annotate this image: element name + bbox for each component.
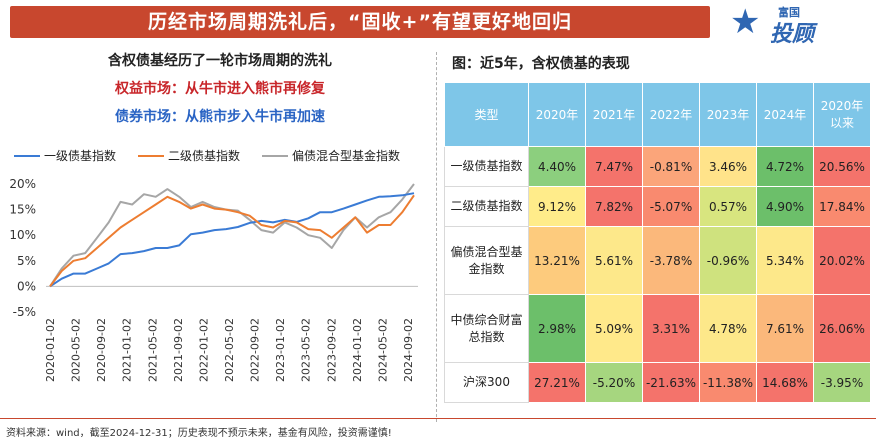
line-chart: -5%0%5%10%15%20% 2020-01-02 2020-05-02 202… — [9, 177, 418, 382]
table-cell: -11.38% — [699, 362, 757, 403]
table-cell: 2.98% — [528, 294, 586, 363]
row-label: 沪深300 — [444, 362, 529, 403]
left-panel-title: 含权债基经历了一轮市场周期的洗礼 — [108, 53, 332, 69]
row-label: 中债综合财富总指数 — [444, 294, 529, 363]
series-line-3 — [49, 183, 415, 287]
table-cell: -3.78% — [642, 226, 700, 295]
brand-name-big: 投顾 — [770, 22, 815, 47]
y-tick-label: 15% — [9, 203, 36, 217]
table-cell: 7.61% — [756, 294, 814, 363]
x-axis: 2020-01-02 2020-05-02 2020-09-02 2021-01-02… — [44, 285, 418, 382]
y-tick-label: 10% — [9, 228, 36, 242]
source-note: 资料来源：wind，截至2024-12-31；历史表现不预示未来，基金有风险，投… — [6, 428, 392, 439]
table-cell: 5.61% — [585, 226, 643, 295]
legend-swatch-series-1 — [14, 155, 40, 157]
column-header: 2022年 — [642, 82, 700, 147]
table-cell: 7.82% — [585, 186, 643, 227]
column-header: 2020年以来 — [813, 82, 871, 147]
table-cell: 14.68% — [756, 362, 814, 403]
legend-label-series-3: 偏债混合型基金指数 — [292, 149, 401, 163]
x-tick-label: 2023-01-02 — [274, 318, 287, 382]
footer-rule — [0, 418, 876, 419]
table-cell: 27.21% — [528, 362, 586, 403]
column-header: 2024年 — [756, 82, 814, 147]
x-tick-label: 2024-01-02 — [351, 318, 364, 382]
bond-market-note: 债券市场：从熊市步入牛市再加速 — [115, 109, 325, 125]
x-tick-label: 2020-09-02 — [95, 318, 108, 382]
plot-lines — [49, 183, 415, 288]
row-label: 二级债基指数 — [444, 186, 529, 227]
y-axis: -5% 0% 5% 10% 15% 20% — [9, 177, 36, 319]
x-tick-label: 2024-05-02 — [376, 318, 389, 382]
x-tick-label: 2024-09-02 — [402, 318, 415, 382]
page-title: 历经市场周期洗礼后，“固收+”有望更好地回归 — [148, 11, 572, 33]
table-cell: 20.56% — [813, 146, 871, 187]
x-tick-label: 2021-01-02 — [121, 318, 134, 382]
row-label: 一级债基指数 — [444, 146, 529, 187]
table-cell: 17.84% — [813, 186, 871, 227]
table-cell: -0.96% — [699, 226, 757, 295]
series-line-2 — [49, 194, 415, 288]
table-cell: 4.78% — [699, 294, 757, 363]
series-line-1 — [49, 192, 415, 288]
legend-swatch-series-2 — [138, 155, 164, 157]
table-row: 一级债基指数 4.40% 7.47% -0.81% 3.46% 4.72% 20.56% — [444, 146, 871, 187]
row-label: 偏债混合型基金指数 — [444, 226, 529, 295]
legend-label-series-2: 二级债基指数 — [168, 149, 241, 163]
x-tick-label: 2022-09-02 — [249, 318, 262, 382]
table-row: 偏债混合型基金指数 13.21% 5.61% -3.78% -0.96% 5.34% 20.… — [444, 226, 871, 295]
table-cell: 4.90% — [756, 186, 814, 227]
y-tick-label: 20% — [9, 177, 36, 191]
panel-divider — [436, 52, 437, 422]
column-header: 类型 — [444, 82, 529, 147]
table-cell: -3.95% — [813, 362, 871, 403]
table-row: 沪深300 27.21% -5.20% -21.63% -11.38% 14.68% -3.… — [444, 362, 871, 403]
y-tick-label: -5% — [13, 305, 36, 319]
brand-name-small: 富国 — [778, 6, 800, 19]
x-tick-label: 2020-01-02 — [44, 318, 57, 382]
equity-market-note: 权益市场：从牛市进入熊市再修复 — [115, 81, 325, 97]
table-cell: 3.46% — [699, 146, 757, 187]
y-tick-label: 0% — [17, 279, 36, 293]
table-cell: -21.63% — [642, 362, 700, 403]
column-header: 2021年 — [585, 82, 643, 147]
legend-label-series-1: 一级债基指数 — [44, 149, 117, 163]
legend-swatch-series-3 — [262, 155, 288, 157]
table-cell: -0.81% — [642, 146, 700, 187]
table-cell: 7.47% — [585, 146, 643, 187]
table-cell: 20.02% — [813, 226, 871, 295]
x-tick-label: 2023-09-02 — [325, 318, 338, 382]
table-row: 二级债基指数 9.12% 7.82% -5.07% 0.57% 4.90% 17.84% — [444, 186, 871, 227]
x-tick-label: 2022-05-02 — [223, 318, 236, 382]
right-panel-title: 图：近5年，含权债基的表现 — [452, 56, 630, 72]
table-cell: 4.72% — [756, 146, 814, 187]
table-row: 中债综合财富总指数 2.98% 5.09% 3.31% 4.78% 7.61% 26.06% — [444, 294, 871, 363]
table-cell: -5.07% — [642, 186, 700, 227]
table-header-row: 类型 2020年 2021年 2022年 2023年 2024年 2020年以来 — [444, 82, 871, 147]
table-cell: -5.20% — [585, 362, 643, 403]
table-cell: 5.09% — [585, 294, 643, 363]
table-cell: 0.57% — [699, 186, 757, 227]
header-banner: 历经市场周期洗礼后，“固收+”有望更好地回归 — [10, 6, 710, 38]
x-tick-label: 2022-01-02 — [197, 318, 210, 382]
star-icon: ★ — [730, 2, 761, 42]
column-header: 2020年 — [528, 82, 586, 147]
x-tick-label: 2021-05-02 — [146, 318, 159, 382]
table-cell: 3.31% — [642, 294, 700, 363]
brand-logo: ★ 富国 投顾 — [730, 2, 870, 47]
x-tick-label: 2020-05-02 — [70, 318, 83, 382]
table-cell: 26.06% — [813, 294, 871, 363]
column-header: 2023年 — [699, 82, 757, 147]
table-body: 一级债基指数 4.40% 7.47% -0.81% 3.46% 4.72% 20.56% 二级… — [444, 146, 871, 403]
x-tick-label: 2021-09-02 — [172, 318, 185, 382]
table-cell: 4.40% — [528, 146, 586, 187]
y-tick-label: 5% — [17, 254, 36, 268]
table-cell: 9.12% — [528, 186, 586, 227]
table-cell: 13.21% — [528, 226, 586, 295]
table-cell: 5.34% — [756, 226, 814, 295]
performance-table: 类型 2020年 2021年 2022年 2023年 2024年 2020年以来… — [444, 82, 871, 403]
x-tick-label: 2023-05-02 — [300, 318, 313, 382]
